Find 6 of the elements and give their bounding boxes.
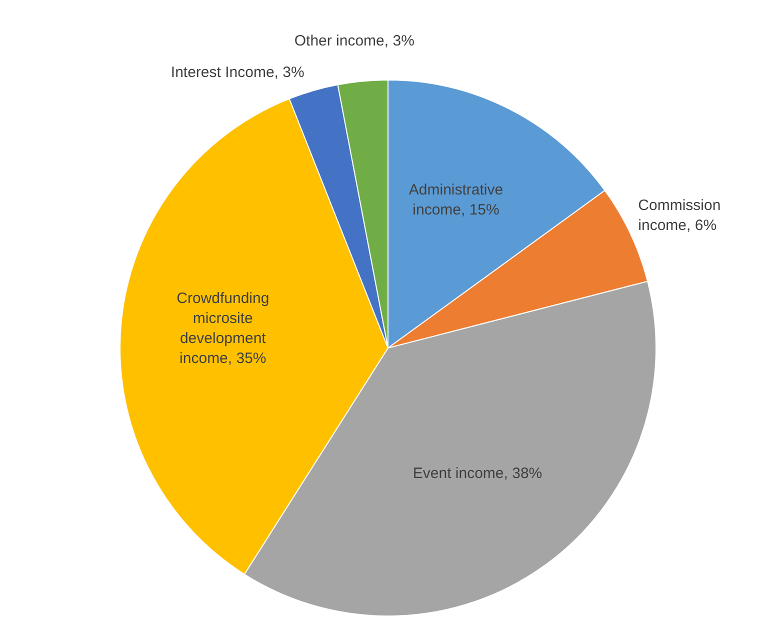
slice-label: Other income, 3% <box>294 32 414 49</box>
slice-label: Crowdfunding microsite development income, 35% <box>176 289 270 366</box>
slice-label: Commission income, 6% <box>638 196 721 234</box>
slice-label: Administrative income, 15% <box>408 181 504 218</box>
slice-label: Interest Income, 3% <box>170 64 304 81</box>
slice-label: Event income, 38% <box>412 464 542 482</box>
